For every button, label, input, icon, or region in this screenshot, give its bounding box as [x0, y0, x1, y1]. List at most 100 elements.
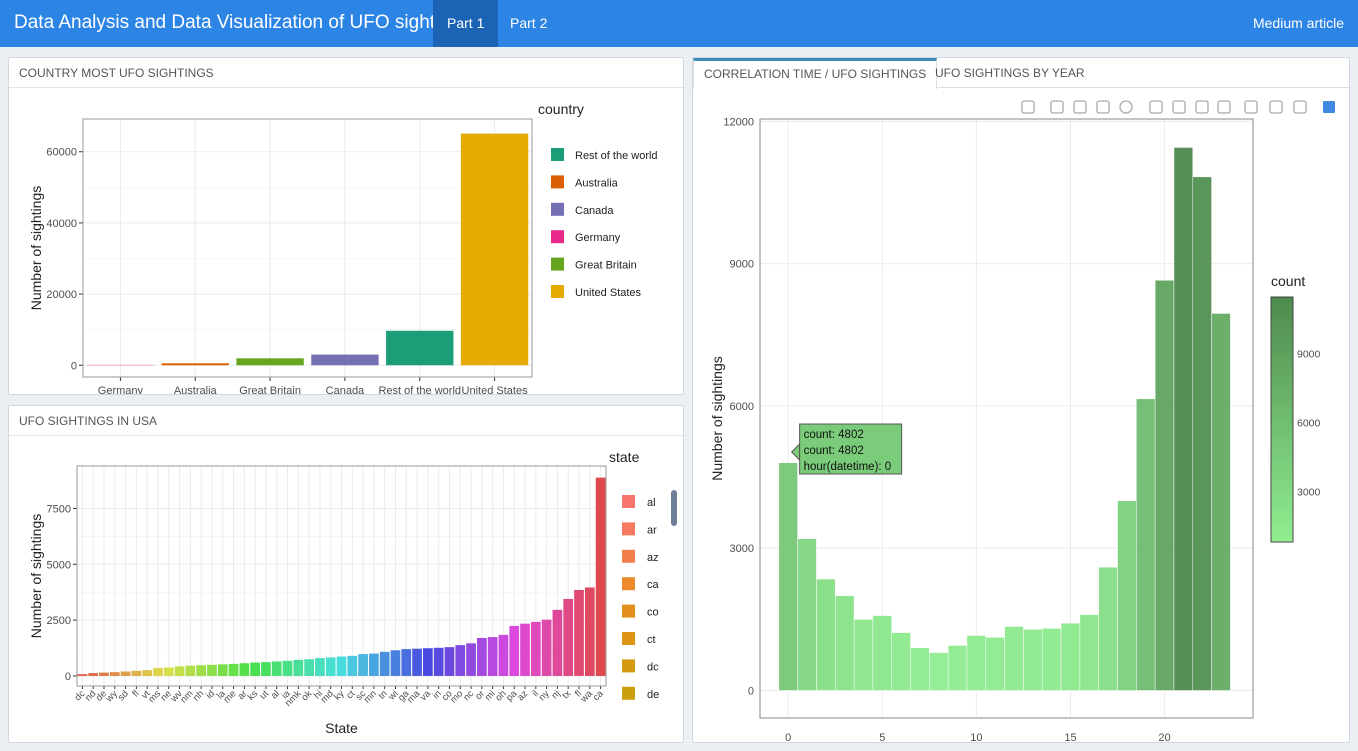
legend-label: dc [647, 661, 659, 673]
hour-panel: CORRELATION TIME / UFO SIGHTINGS UFO SIG… [692, 57, 1350, 743]
legend-label: United States [575, 287, 642, 299]
legend-label: Rest of the world [575, 150, 658, 162]
legend-scrollbar[interactable] [671, 490, 677, 526]
bar-mi [487, 637, 498, 676]
bar-nmk [293, 659, 304, 676]
bar-ms [153, 667, 163, 676]
x-tick-label: Canada [326, 385, 365, 394]
legend-label: az [647, 552, 659, 564]
bar-al [271, 661, 282, 676]
box-select-icon[interactable] [1096, 100, 1110, 114]
camera-icon[interactable] [1021, 100, 1035, 114]
bar-id [207, 664, 217, 676]
bar-sd [120, 671, 131, 676]
bar-la [217, 664, 228, 676]
histogram-bar [816, 578, 836, 691]
plot-border [76, 465, 607, 687]
legend-label: co [647, 607, 659, 619]
nav-tab-part-1[interactable]: Part 1 [433, 0, 499, 47]
bar-me [228, 663, 239, 676]
legend-swatch [622, 604, 635, 618]
bar-ut [261, 662, 271, 676]
x-tick-label: Great Britain [239, 385, 301, 394]
hover-compare-icon[interactable] [1293, 100, 1307, 114]
histogram-bar [778, 462, 798, 691]
legend-swatch [622, 632, 635, 645]
medium-article-link[interactable]: Medium article [1252, 15, 1344, 31]
bar-hi [315, 658, 325, 676]
bar-united-states [460, 133, 529, 366]
histogram-bar [1154, 280, 1175, 691]
colorbar-title: count [1271, 273, 1305, 289]
usa-panel-header: UFO SIGHTINGS IN USA [9, 406, 683, 436]
bar-or [476, 637, 487, 676]
y-tick-label: 60000 [46, 147, 77, 159]
histogram-bar [947, 645, 968, 691]
colorbar-tick-label: 6000 [1297, 417, 1321, 429]
pan-icon[interactable] [1073, 100, 1087, 114]
histogram-bar [872, 615, 892, 691]
bar-nh [196, 665, 207, 676]
x-tick-label: mn [362, 688, 379, 705]
bar-great-britain [236, 358, 304, 366]
x-tick-label: tx [560, 688, 573, 701]
legend-swatch [551, 285, 564, 298]
histogram-bar [1079, 614, 1099, 691]
autoscale-icon[interactable] [1195, 100, 1209, 114]
lasso-icon[interactable] [1119, 100, 1133, 114]
y-tick-label: 6000 [730, 401, 754, 413]
bar-nm [185, 665, 196, 676]
reset-axes-icon[interactable] [1217, 100, 1231, 114]
legend-swatch [551, 148, 564, 161]
spike-lines-icon[interactable] [1244, 100, 1258, 114]
x-tick-label: me [222, 688, 239, 705]
bar-ok [304, 659, 314, 676]
bar-ar [239, 663, 250, 676]
bar-ne [163, 667, 174, 676]
y-tick-label: 7500 [47, 503, 71, 515]
bar-il [530, 621, 541, 676]
bar-ny [541, 619, 552, 676]
hover-closest-icon[interactable] [1269, 100, 1283, 114]
x-tick-label: 15 [1064, 732, 1076, 742]
bar-va [423, 648, 433, 676]
colorbar-tick-label: 9000 [1297, 348, 1321, 360]
bar-de [99, 672, 109, 676]
tab-correlation-time[interactable]: CORRELATION TIME / UFO SIGHTINGS [693, 58, 938, 89]
x-tick-label: il [530, 688, 541, 699]
bar-wv [174, 666, 185, 676]
bar-ga [401, 649, 412, 676]
histogram-bar [1004, 626, 1024, 691]
y-axis-title: Number of sightings [709, 356, 725, 481]
bar-ks [250, 662, 260, 676]
plotly-logo-icon[interactable] [1323, 101, 1335, 113]
zoom-in-icon[interactable] [1149, 100, 1163, 114]
x-tick-label: ca [591, 688, 606, 703]
legend-label: ca [647, 579, 660, 591]
legend-title: country [538, 101, 584, 117]
colorbar-tick-label: 3000 [1297, 486, 1321, 498]
zoom-out-icon[interactable] [1172, 100, 1186, 114]
legend-label: ar [647, 524, 657, 536]
x-tick-label: 10 [970, 732, 982, 742]
bar-australia [161, 363, 229, 366]
tab-sightings-by-year[interactable]: UFO SIGHTINGS BY YEAR [935, 66, 1085, 80]
bar-in [433, 647, 444, 676]
x-tick-label: nh [191, 688, 206, 703]
legend-swatch [622, 522, 635, 536]
x-tick-label: ny [537, 688, 552, 703]
legend-label: al [647, 497, 656, 509]
app-title[interactable]: Data Analysis and Data Visualization of … [14, 12, 470, 33]
y-tick-label: 0 [748, 685, 754, 697]
zoom-icon[interactable] [1050, 100, 1064, 114]
x-tick-label: Germany [98, 385, 144, 394]
histogram-bar [1042, 628, 1062, 691]
bar-ca [595, 477, 606, 676]
legend-swatch [622, 495, 635, 508]
bar-wi [390, 650, 401, 676]
nav-tab-part-2[interactable]: Part 2 [510, 15, 548, 31]
y-tick-label: 5000 [47, 559, 71, 571]
histogram-bar [985, 637, 1005, 691]
histogram-bar [1136, 398, 1156, 691]
x-tick-label: United States [462, 385, 529, 394]
